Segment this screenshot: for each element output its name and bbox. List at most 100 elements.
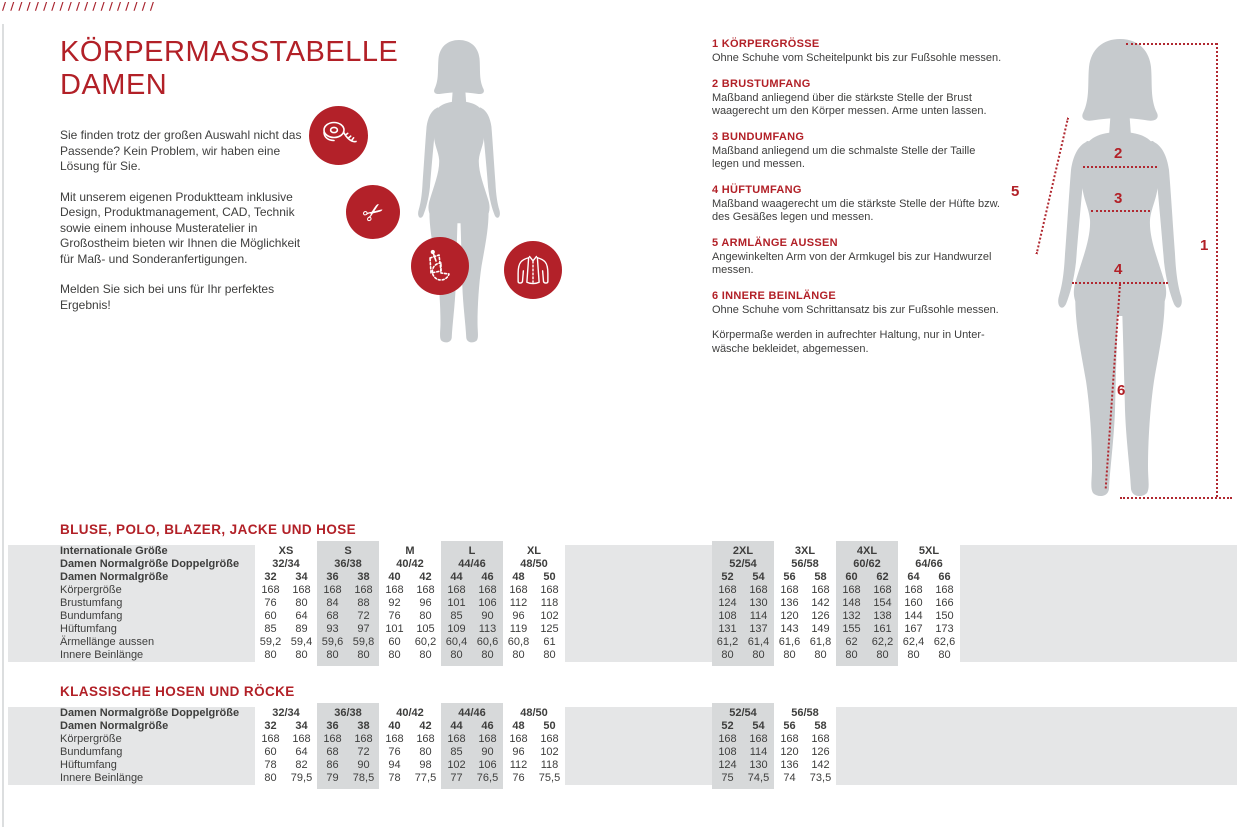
page-edge-line bbox=[2, 24, 4, 827]
size-value: 84 bbox=[326, 597, 339, 609]
size-value: 80 bbox=[419, 746, 432, 758]
size-value: 61,2 bbox=[716, 636, 739, 648]
metric-label: Innere Beinlänge bbox=[60, 772, 144, 784]
size-header: 36 bbox=[326, 571, 339, 583]
size-value: 76,5 bbox=[476, 772, 499, 784]
size-header: 50 bbox=[543, 720, 556, 732]
size-value: 167 bbox=[904, 623, 923, 635]
size-value: 106 bbox=[478, 759, 497, 771]
size-value: 114 bbox=[749, 746, 768, 758]
sewing-pattern-icon bbox=[429, 249, 450, 281]
size-columns: 32 168 60 78 80 34 168 64 82 79,5 bbox=[255, 720, 317, 785]
size-header: 58 bbox=[814, 571, 827, 583]
size-value: 168 bbox=[540, 733, 559, 745]
size-value: 168 bbox=[323, 733, 342, 745]
size-columns: 36 168 84 68 93 59,6 80 38 168 88 72 97 59,8 80 bbox=[317, 571, 379, 662]
size-columns: 48 168 96 112 76 50 168 102 118 75,5 bbox=[503, 720, 565, 785]
instruction-heading: 5 ARMLÄNGE AUSSEN bbox=[712, 236, 838, 249]
metric-label: Bundumfang bbox=[60, 610, 123, 622]
instruction-text: Maßband anliegend um die schmalste Stell… bbox=[712, 144, 976, 171]
size-value: 102 bbox=[447, 759, 466, 771]
size-value: 131 bbox=[718, 623, 737, 635]
size-group-44-46: L 44/46 44 168 101 85 109 60,4 80 46 168 106 90 113 60… bbox=[441, 541, 503, 666]
instruction-item: 3 BUNDUMFANG Maßband anliegend um die sc… bbox=[712, 131, 1004, 172]
size-table-blouse-polo-blazer: BLUSE, POLO, BLAZER, JACKE UND HOSE Inte… bbox=[0, 520, 1237, 670]
size-value: 77,5 bbox=[414, 772, 437, 784]
size-value: 89 bbox=[295, 623, 308, 635]
instruction-heading: 2 BRUSTUMFANG bbox=[712, 77, 811, 90]
size-value: 168 bbox=[354, 584, 373, 596]
size-value: 98 bbox=[419, 759, 432, 771]
size-value: 73,5 bbox=[809, 772, 832, 784]
size-value: 68 bbox=[326, 610, 339, 622]
size-column-34: 34 168 64 82 79,5 bbox=[286, 720, 317, 785]
size-header: 44 bbox=[450, 571, 463, 583]
size-value: 79,5 bbox=[290, 772, 313, 784]
size-value: 168 bbox=[416, 733, 435, 745]
size-value: 64 bbox=[295, 746, 308, 758]
size-value: 124 bbox=[718, 597, 737, 609]
size-group-32-34: 32/34 32 168 60 78 80 34 168 64 82 79,5 bbox=[255, 703, 317, 789]
tape-measure-badge bbox=[309, 106, 368, 165]
size-column-44: 44 168 101 85 109 60,4 80 bbox=[441, 571, 472, 662]
size-column-42: 42 168 96 80 105 60,2 80 bbox=[410, 571, 441, 662]
size-value: 112 bbox=[509, 759, 528, 771]
size-columns: 52 168 108 124 75 54 168 114 130 74,5 bbox=[712, 720, 774, 785]
size-value: 60,4 bbox=[445, 636, 468, 648]
measure-line-waist bbox=[1091, 210, 1150, 212]
size-value: 64 bbox=[295, 610, 308, 622]
measurement-instructions: 1 KÖRPERGRÖSSE Ohne Schuhe vom Scheitelp… bbox=[712, 38, 1004, 356]
size-value: 120 bbox=[780, 610, 799, 622]
size-value: 144 bbox=[904, 610, 923, 622]
size-header: 56 bbox=[783, 571, 796, 583]
size-value: 168 bbox=[842, 584, 861, 596]
size-value: 168 bbox=[447, 733, 466, 745]
metric-label: Hüftumfang bbox=[60, 623, 117, 635]
size-band-0: Internationale Größe Damen Normalgröße Do… bbox=[8, 541, 1237, 666]
double-size: 36/38 bbox=[334, 558, 362, 570]
instruction-item: 5 ARMLÄNGE AUSSEN Angewinkelten Arm von … bbox=[712, 237, 1004, 278]
double-size: 48/50 bbox=[520, 707, 548, 719]
size-value: 61,6 bbox=[778, 636, 801, 648]
instruction-heading: 6 INNERE BEINLÄNGE bbox=[712, 289, 836, 302]
size-header: 38 bbox=[357, 720, 370, 732]
size-value: 80 bbox=[543, 649, 556, 661]
size-value: 168 bbox=[385, 584, 404, 596]
table-title: BLUSE, POLO, BLAZER, JACKE UND HOSE bbox=[60, 522, 357, 537]
size-value: 80 bbox=[752, 649, 765, 661]
size-value: 62,2 bbox=[871, 636, 894, 648]
size-value: 168 bbox=[780, 733, 799, 745]
size-value: 80 bbox=[388, 649, 401, 661]
size-value: 168 bbox=[385, 733, 404, 745]
size-value: 80 bbox=[814, 649, 827, 661]
woman-silhouette-left bbox=[418, 39, 500, 343]
size-value: 168 bbox=[873, 584, 892, 596]
instruction-heading: 4 HÜFTUMFANG bbox=[712, 183, 802, 196]
metric-label: Körpergröße bbox=[60, 584, 122, 596]
size-column-46: 46 168 106 90 113 60,6 80 bbox=[472, 571, 503, 662]
size-header: 64 bbox=[907, 571, 920, 583]
size-group-48-50: XL 48/50 48 168 112 96 119 60,8 80 50 168 118 102 125… bbox=[503, 541, 565, 666]
double-size: 32/34 bbox=[272, 558, 300, 570]
instruction-item: 2 BRUSTUMFANG Maßband anliegend über die… bbox=[712, 78, 1004, 119]
size-value: 77 bbox=[450, 772, 463, 784]
size-columns: 44 168 85 102 77 46 168 90 106 76,5 bbox=[441, 720, 503, 785]
sewing-pattern-badge bbox=[411, 237, 469, 295]
size-value: 61,4 bbox=[747, 636, 770, 648]
international-size: XL bbox=[526, 545, 542, 557]
size-value: 118 bbox=[540, 759, 559, 771]
size-column-38: 38 168 88 72 97 59,8 80 bbox=[348, 571, 379, 662]
international-size: S bbox=[344, 545, 352, 557]
intro-paragraph: Melden Sie sich bei uns für Ihr perfekte… bbox=[60, 282, 275, 312]
size-value: 78 bbox=[264, 759, 277, 771]
tape-measure-icon bbox=[322, 121, 357, 142]
size-value: 142 bbox=[811, 597, 830, 609]
double-size: 56/58 bbox=[791, 558, 819, 570]
size-value: 59,8 bbox=[352, 636, 375, 648]
size-value: 168 bbox=[811, 584, 830, 596]
size-value: 101 bbox=[447, 597, 466, 609]
size-column-40: 40 168 76 94 78 bbox=[379, 720, 410, 785]
size-columns: 40 168 92 76 101 60 80 42 168 96 80 105 60,2 80 bbox=[379, 571, 441, 662]
size-value: 60,2 bbox=[414, 636, 437, 648]
size-value: 108 bbox=[718, 746, 737, 758]
